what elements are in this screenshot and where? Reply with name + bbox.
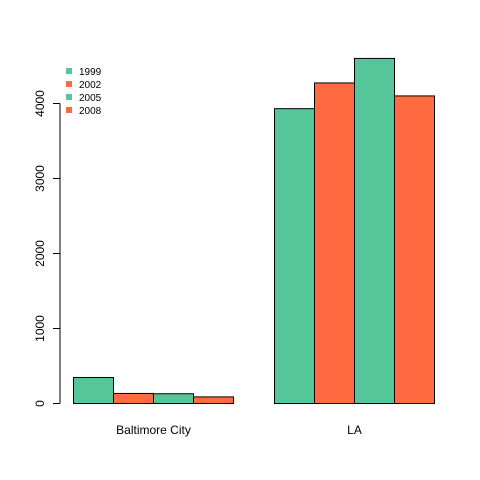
legend-swatch-1999: [66, 68, 72, 74]
bar-la-2008: [394, 95, 435, 405]
legend-swatch-2005: [66, 94, 72, 100]
category-label: LA: [347, 423, 362, 437]
bar-baltimore-city-2002: [113, 392, 154, 405]
bar-la-2005: [354, 57, 395, 405]
legend: 1999 2002 2005 2008: [66, 67, 102, 117]
y-tick-label: 4000: [33, 90, 47, 117]
bar-la-2002: [314, 82, 355, 404]
x-axis-labels: Baltimore City LA: [116, 423, 362, 437]
bar-baltimore-city-2008: [193, 396, 234, 404]
y-tick-label: 2000: [33, 240, 47, 267]
y-tick-label: 1000: [33, 315, 47, 342]
bars-group: [73, 57, 435, 405]
bar-la-1999: [274, 108, 315, 405]
legend-label-2002: 2002: [79, 80, 102, 91]
y-tick-label: 3000: [33, 165, 47, 192]
legend-label-2005: 2005: [79, 93, 102, 104]
category-label: Baltimore City: [116, 423, 191, 437]
bar-baltimore-city-2005: [153, 393, 194, 404]
legend-label-1999: 1999: [79, 67, 102, 78]
y-axis: 0 1000 2000 3000 4000: [33, 90, 61, 407]
bar-baltimore-city-1999: [73, 376, 114, 405]
legend-swatch-2008: [66, 107, 72, 113]
legend-label-2008: 2008: [79, 106, 102, 117]
y-tick-label: 0: [33, 400, 47, 407]
legend-swatch-2002: [66, 81, 72, 87]
